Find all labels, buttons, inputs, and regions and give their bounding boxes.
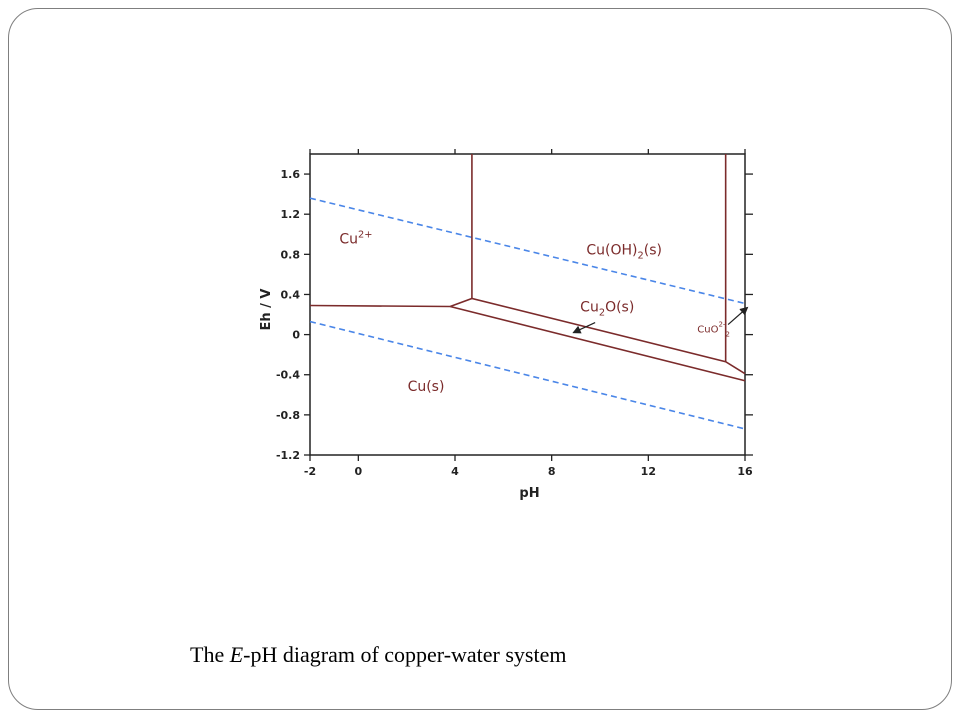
annotation-arrow: [727, 306, 749, 326]
annotation-arrow: [572, 322, 596, 334]
x-tick-label: 12: [641, 465, 656, 478]
region-label: Cu2O(s): [580, 300, 634, 319]
y-tick-label: 0.4: [281, 288, 301, 301]
y-tick-label: 1.6: [281, 168, 301, 181]
x-tick-label: 4: [451, 465, 459, 478]
y-tick-label: 0.8: [281, 248, 301, 261]
water-line-0: [309, 197, 746, 305]
y-tick-label: -0.4: [276, 369, 300, 382]
slide-frame: [8, 8, 952, 710]
x-tick-label: 0: [355, 465, 363, 478]
region-label: Cu(OH)2(s): [586, 242, 662, 261]
x-axis-title: pH: [519, 486, 539, 501]
x-tick-label: 8: [548, 465, 556, 478]
y-tick-label: 1.2: [281, 208, 301, 221]
region-label: CuO2-2: [697, 321, 730, 339]
water-line-1: [309, 320, 746, 430]
phase-boundary-4: [449, 305, 746, 382]
caption-suffix: -pH diagram of copper-water system: [243, 642, 567, 667]
figure-caption: The E-pH diagram of copper-water system: [190, 642, 567, 668]
phase-boundary-3: [449, 297, 746, 375]
x-tick-label: 16: [737, 465, 753, 478]
y-tick-label: 0: [292, 329, 300, 342]
x-tick-label: -2: [304, 465, 316, 478]
caption-italic: E: [229, 642, 244, 667]
phase-boundary-0: [309, 304, 451, 308]
y-tick-label: -0.8: [276, 409, 300, 422]
y-tick-label: -1.2: [276, 449, 300, 462]
y-axis-title: Eh / V: [259, 289, 274, 331]
region-label: Cu(s): [408, 379, 445, 395]
region-label: Cu2+: [339, 229, 372, 247]
plot-frame: [309, 153, 746, 456]
caption-prefix: The: [190, 642, 230, 667]
